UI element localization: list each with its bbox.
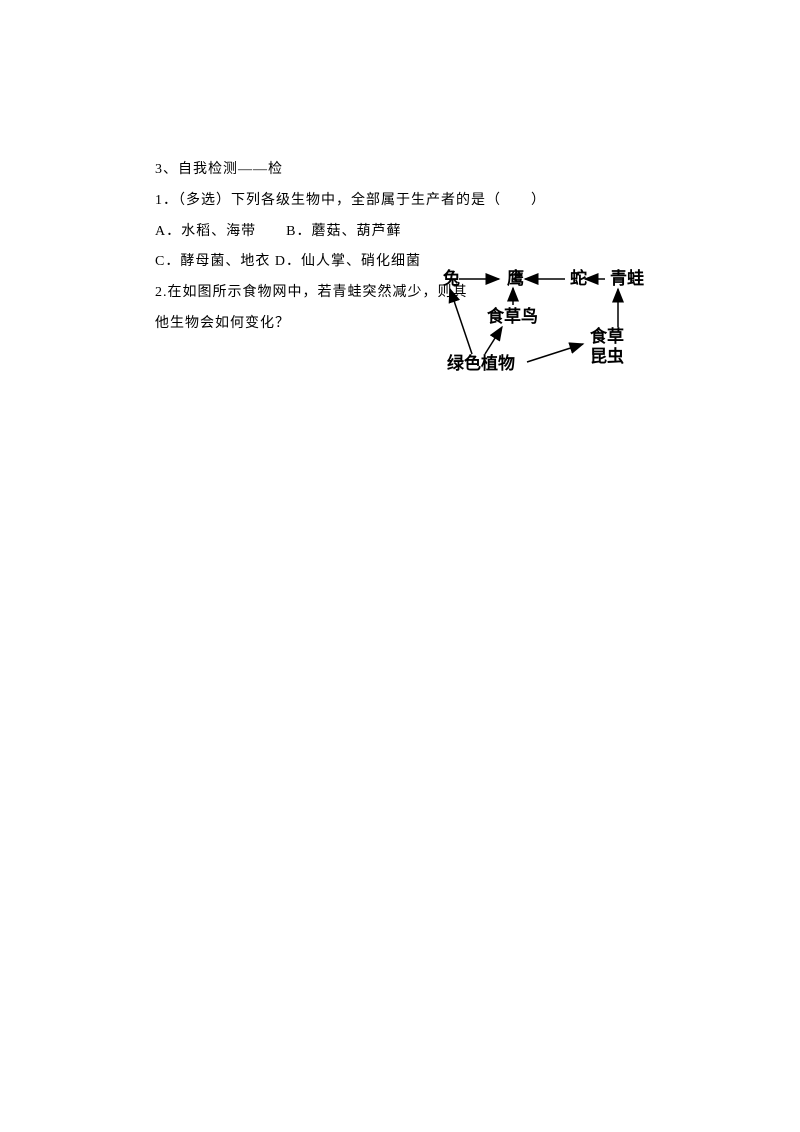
option-b: B．蘑菇、葫芦藓 bbox=[286, 224, 401, 239]
node-frog: 青蛙 bbox=[610, 268, 644, 288]
option-d: D．仙人掌、硝化细菌 bbox=[275, 254, 421, 269]
document-content: 3、自我检测——检 1．（多选）下列各级生物中，全部属于生产者的是（ ） A．水… bbox=[0, 0, 800, 340]
section-header: 3、自我检测——检 bbox=[155, 155, 645, 186]
option-c: C．酵母菌、地衣 bbox=[155, 254, 270, 269]
node-snake: 蛇 bbox=[570, 268, 587, 288]
question-1: 1．（多选）下列各级生物中，全部属于生产者的是（ ） bbox=[155, 186, 645, 217]
question-1-options-ab: A．水稻、海带 B．蘑菇、葫芦藓 bbox=[155, 217, 645, 248]
option-a: A．水稻、海带 bbox=[155, 224, 256, 239]
food-web-diagram: 兔 鹰 蛇 青蛙食草鸟绿色植物 食草昆虫 bbox=[425, 262, 650, 392]
node-bird: 食草鸟 bbox=[487, 306, 538, 326]
edge-plant-rabbit bbox=[450, 289, 472, 354]
edge-plant-bird bbox=[485, 327, 502, 354]
node-insect1: 食草 bbox=[590, 326, 624, 346]
node-plant: 绿色植物 bbox=[447, 353, 515, 373]
node-rabbit: 兔 bbox=[442, 268, 460, 288]
edge-plant-insect bbox=[527, 344, 583, 362]
food-web-svg: 兔 鹰 蛇 青蛙食草鸟绿色植物 食草昆虫 bbox=[425, 262, 650, 392]
node-hawk: 鹰 bbox=[507, 268, 524, 288]
node-insect2: 昆虫 bbox=[590, 346, 624, 366]
